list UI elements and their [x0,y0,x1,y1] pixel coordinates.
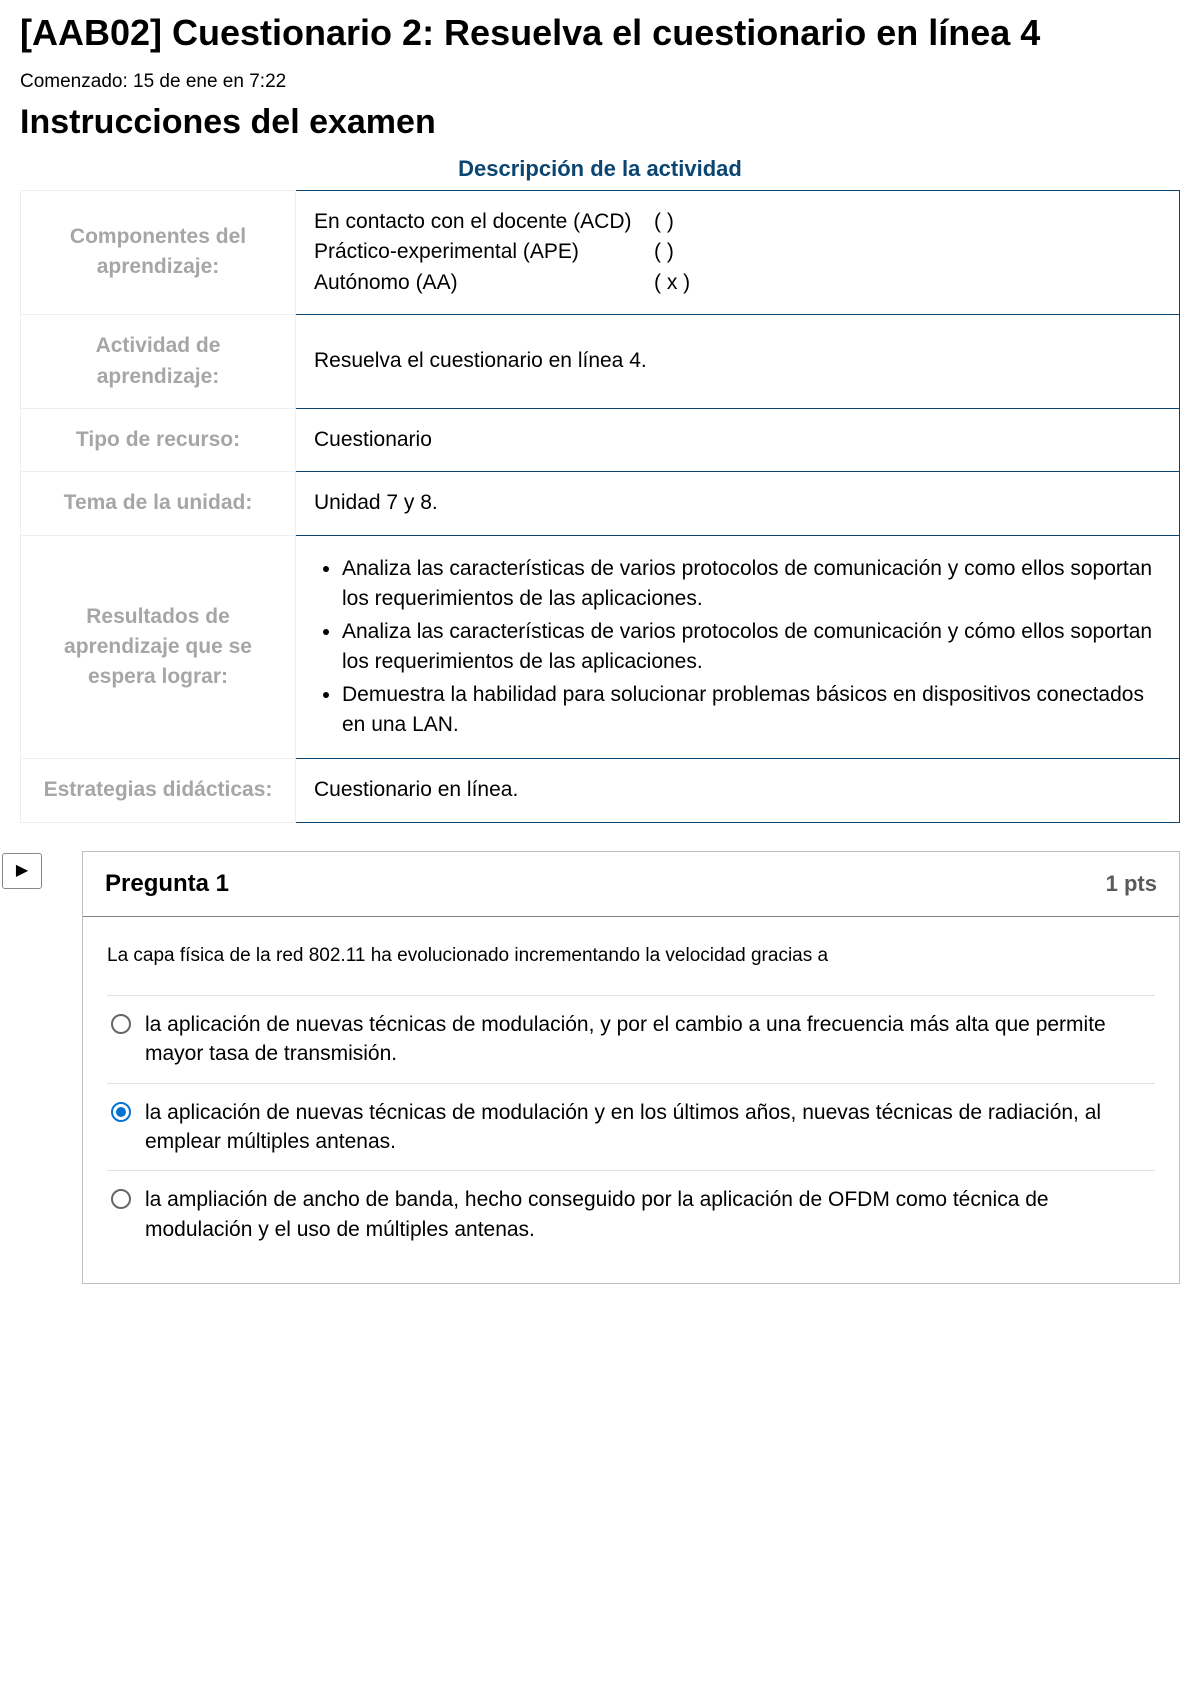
option-text-2: la aplicación de nuevas técnicas de modu… [145,1098,1151,1157]
option-text-3: la ampliación de ancho de banda, hecho c… [145,1185,1151,1244]
value-tipo: Cuestionario [296,408,1180,471]
label-tema: Tema de la unidad: [21,472,296,535]
resultado-bullet-3: Demuestra la habilidad para solucionar p… [342,680,1161,741]
label-actividad: Actividad de aprendizaje: [21,315,296,409]
activity-description-label: Descripción de la actividad [20,156,1180,182]
label-resultados: Resultados de aprendizaje que se espera … [21,535,296,759]
question-box: Pregunta 1 1 pts La capa física de la re… [82,851,1180,1284]
play-icon: ▶ [16,862,28,879]
question-nav-toggle[interactable]: ▶ [2,853,42,889]
radio-icon [111,1102,131,1122]
question-number-label: Pregunta 1 [105,870,229,898]
value-tema: Unidad 7 y 8. [296,472,1180,535]
question-option-2[interactable]: la aplicación de nuevas técnicas de modu… [107,1083,1155,1171]
label-tipo: Tipo de recurso: [21,408,296,471]
question-prompt: La capa física de la red 802.11 ha evolu… [107,945,1155,967]
comp-ape-name: Práctico-experimental (APE) [314,237,654,267]
value-componentes: En contacto con el docente (ACD) ( ) Prá… [296,190,1180,314]
resultado-bullet-1: Analiza las características de varios pr… [342,554,1161,615]
quiz-started-text: Comenzado: 15 de ene en 7:22 [20,71,1180,93]
label-componentes: Componentes del aprendizaje: [21,190,296,314]
resultado-bullet-2: Analiza las características de varios pr… [342,617,1161,678]
question-points-label: 1 pts [1106,871,1157,897]
option-text-1: la aplicación de nuevas técnicas de modu… [145,1010,1151,1069]
comp-ape-mark: ( ) [654,237,674,267]
label-estrategias: Estrategias didácticas: [21,759,296,822]
comp-acd-mark: ( ) [654,207,674,237]
radio-icon [111,1189,131,1209]
question-option-1[interactable]: la aplicación de nuevas técnicas de modu… [107,995,1155,1083]
comp-aa-name: Autónomo (AA) [314,268,654,298]
value-actividad: Resuelva el cuestionario en línea 4. [296,315,1180,409]
value-estrategias: Cuestionario en línea. [296,759,1180,822]
comp-acd-name: En contacto con el docente (ACD) [314,207,654,237]
radio-icon [111,1014,131,1034]
comp-aa-mark: ( x ) [654,268,690,298]
activity-info-table: Componentes del aprendizaje: En contacto… [20,190,1180,823]
quiz-title: [AAB02] Cuestionario 2: Resuelva el cues… [20,10,1180,57]
instructions-heading: Instrucciones del examen [20,103,1180,142]
question-option-3[interactable]: la ampliación de ancho de banda, hecho c… [107,1170,1155,1259]
value-resultados: Analiza las características de varios pr… [296,535,1180,759]
